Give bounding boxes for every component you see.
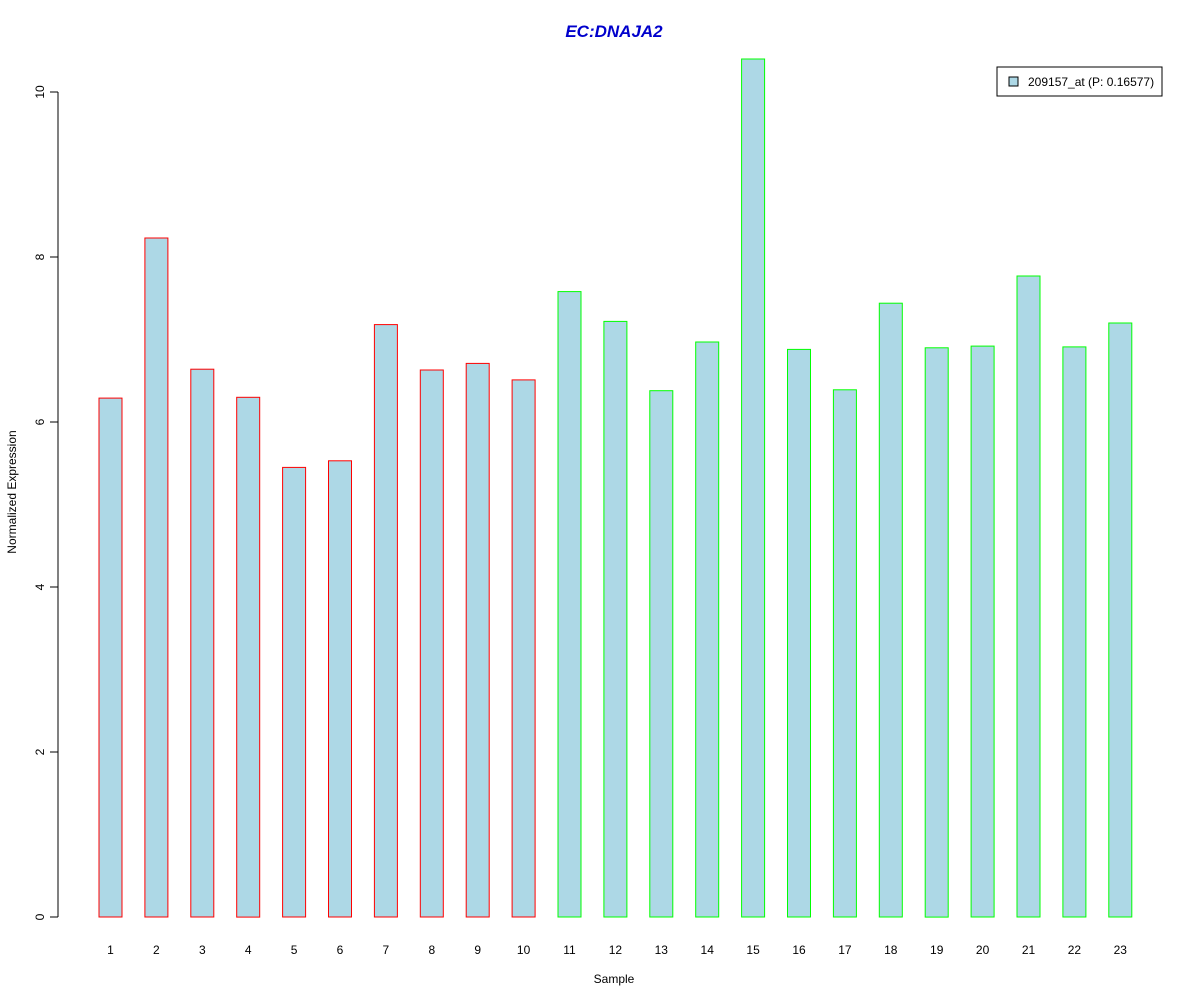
- x-tick-label: 6: [337, 943, 344, 957]
- bar: [741, 58, 766, 918]
- bar: [878, 302, 903, 918]
- bar: [465, 362, 490, 918]
- bar: [832, 389, 857, 918]
- y-tick-label: 8: [33, 253, 47, 260]
- y-tick-label: 2: [33, 748, 47, 755]
- bar: [373, 324, 398, 918]
- y-tick-label: 10: [33, 85, 47, 99]
- x-tick-label: 5: [291, 943, 298, 957]
- bar: [144, 237, 169, 918]
- bar: [603, 320, 628, 918]
- x-tick-label: 11: [563, 943, 576, 957]
- y-tick-label: 4: [33, 583, 47, 590]
- y-tick-label: 6: [33, 418, 47, 425]
- y-tick-label: 0: [33, 913, 47, 920]
- x-tick-label: 21: [1022, 943, 1036, 957]
- legend-swatch: [1008, 76, 1019, 87]
- bar: [328, 460, 352, 918]
- x-tick-label: 14: [701, 943, 715, 957]
- bar: [511, 379, 536, 918]
- x-tick-label: 12: [609, 943, 623, 957]
- x-tick-labels: 1 2 3 4 5 6 7 8 9 10 11 12 13 14 15 16 17 18 19 20 21 22 23: [107, 943, 1127, 957]
- bars: [98, 58, 1133, 918]
- bar: [236, 396, 261, 918]
- bar: [1016, 275, 1041, 918]
- x-tick-label: 20: [976, 943, 990, 957]
- x-axis-label: Sample: [594, 972, 635, 986]
- bar: [1062, 346, 1087, 918]
- x-tick-label: 13: [655, 943, 669, 957]
- x-tick-label: 1: [107, 943, 114, 957]
- y-axis: 0 2 4 6 8 10: [33, 85, 59, 920]
- x-tick-label: 19: [930, 943, 944, 957]
- bar: [1108, 322, 1133, 918]
- bar: [787, 348, 811, 918]
- x-tick-label: 22: [1068, 943, 1082, 957]
- legend: 209157_at (P: 0.16577): [996, 66, 1163, 97]
- x-tick-label: 10: [517, 943, 531, 957]
- x-tick-label: 16: [792, 943, 806, 957]
- x-tick-label: 18: [884, 943, 898, 957]
- x-tick-label: 8: [428, 943, 435, 957]
- x-tick-label: 17: [838, 943, 852, 957]
- chart-title: EC:DNAJA2: [565, 22, 663, 41]
- x-tick-label: 3: [199, 943, 206, 957]
- bar: [970, 345, 995, 918]
- bar: [98, 397, 123, 918]
- y-axis-label: Normalized Expression: [5, 430, 19, 553]
- x-tick-label: 7: [383, 943, 390, 957]
- bar: [190, 368, 215, 918]
- bar: [695, 341, 720, 918]
- x-tick-label: 23: [1114, 943, 1128, 957]
- x-tick-label: 9: [474, 943, 481, 957]
- x-tick-label: 15: [746, 943, 760, 957]
- bar: [649, 390, 674, 918]
- bar: [419, 369, 444, 918]
- legend-label: 209157_at (P: 0.16577): [1028, 75, 1154, 89]
- x-tick-label: 2: [153, 943, 160, 957]
- x-tick-label: 4: [245, 943, 252, 957]
- bar: [282, 466, 307, 918]
- bar: [924, 347, 949, 918]
- bar: [557, 291, 582, 918]
- legend-box: [996, 66, 1163, 97]
